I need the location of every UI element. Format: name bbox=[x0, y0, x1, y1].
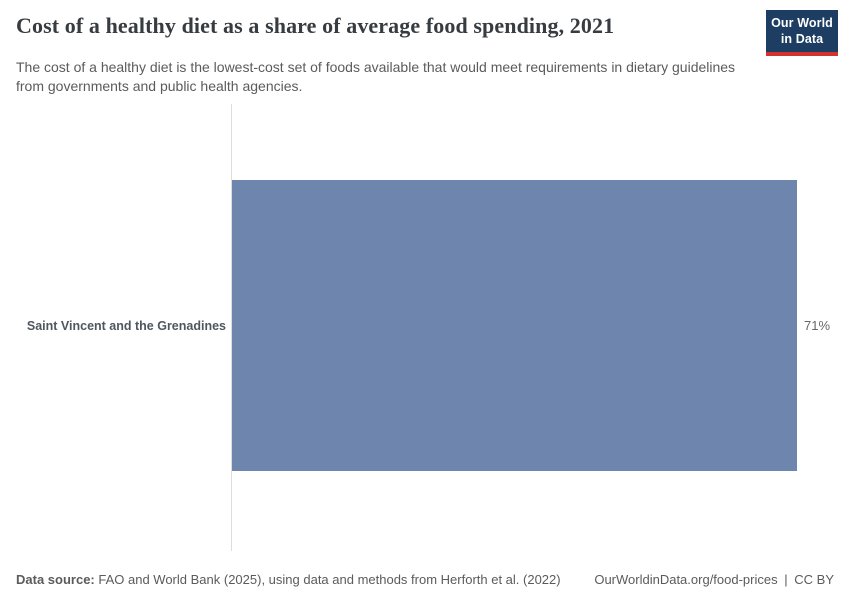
chart-footer: Data source: FAO and World Bank (2025), … bbox=[16, 572, 834, 587]
footer-cc-by[interactable]: CC BY bbox=[794, 572, 834, 587]
owid-logo-line2: in Data bbox=[780, 31, 824, 46]
chart-title: Cost of a healthy diet as a share of ave… bbox=[16, 13, 615, 38]
chart-subtitle: The cost of a healthy diet is the lowest… bbox=[16, 59, 736, 95]
owid-logo[interactable]: Our World in Data bbox=[766, 10, 838, 57]
entity-label: Saint Vincent and the Grenadines bbox=[26, 318, 226, 333]
owid-logo-line1: Our World bbox=[771, 16, 833, 30]
footer-separator: | bbox=[784, 572, 788, 587]
data-source-line: Data source: FAO and World Bank (2025), … bbox=[16, 572, 561, 587]
footer-url[interactable]: OurWorldinData.org/food-prices bbox=[594, 572, 778, 587]
value-label: 71% bbox=[804, 318, 831, 333]
footer-license-line: OurWorldinData.org/food-prices | CC BY bbox=[594, 572, 834, 587]
data-source-label: Data source: bbox=[16, 572, 95, 587]
plot-area: 71% bbox=[232, 180, 830, 471]
bar-saint-vincent-and-the-grenadines[interactable] bbox=[232, 180, 797, 471]
y-axis-line bbox=[231, 104, 232, 551]
data-source-text: FAO and World Bank (2025), using data an… bbox=[98, 572, 561, 587]
